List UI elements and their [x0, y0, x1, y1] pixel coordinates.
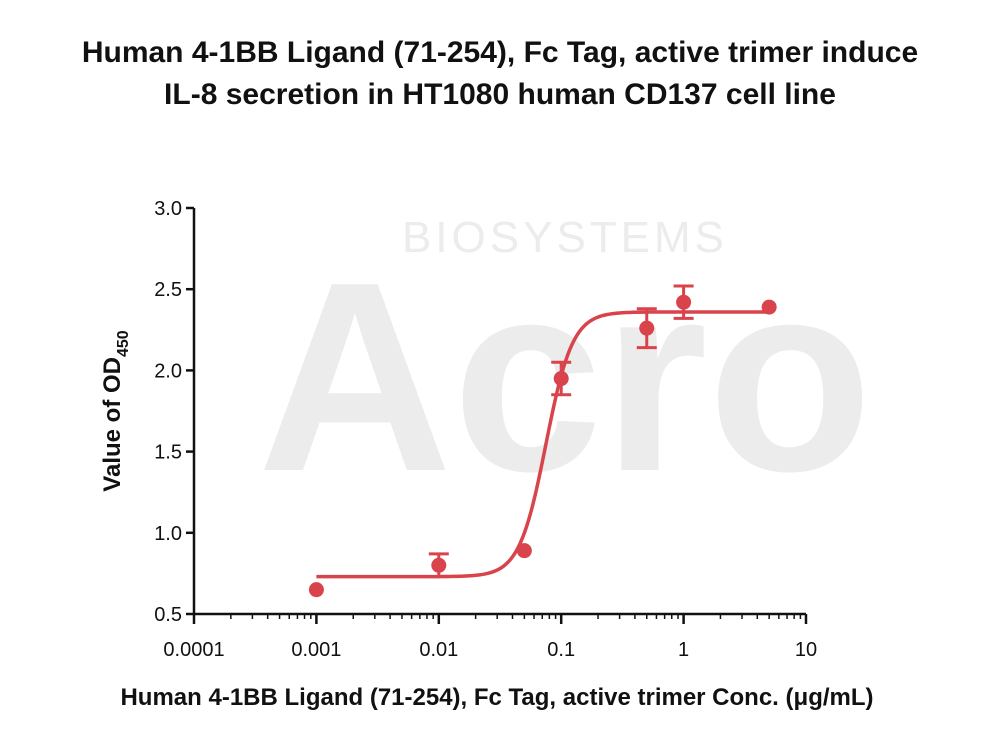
- axes: [192, 208, 806, 616]
- x-tick-label: 10: [795, 639, 817, 661]
- x-ticks: 0.0001 0.001 0.01 0.1 1 10: [163, 614, 817, 661]
- y-axis-title-main: Value of OD: [99, 357, 126, 492]
- error-bars: [428, 284, 694, 579]
- y-tick-label: 2.0: [154, 360, 182, 382]
- y-tick-label: 1.0: [154, 523, 182, 545]
- y-axis-title-subscript: 450: [115, 330, 132, 357]
- watermark-biosystems: BIOSYSTEMS: [402, 213, 728, 262]
- y-tick-label: 3.0: [154, 198, 182, 220]
- x-tick-label: 1: [678, 639, 689, 661]
- data-point: [308, 582, 324, 598]
- x-tick-label: 0.001: [291, 639, 341, 661]
- data-point: [639, 320, 655, 336]
- data-point: [761, 299, 777, 315]
- y-tick-label: 1.5: [154, 442, 182, 464]
- data-point: [676, 294, 692, 310]
- x-axis-title: Human 4-1BB Ligand (71-254), Fc Tag, act…: [120, 684, 873, 711]
- y-tick-label: 2.5: [154, 279, 182, 301]
- y-tick-label: 0.5: [154, 604, 182, 626]
- chart-title-line-1: Human 4-1BB Ligand (71-254), Fc Tag, act…: [81, 36, 919, 69]
- svg-text:Value of OD450: Value of OD450: [99, 330, 132, 492]
- chart-title: Human 4-1BB Ligand (71-254), Fc Tag, act…: [0, 32, 1000, 116]
- x-tick-label: 0.1: [547, 639, 575, 661]
- y-ticks: 0.5 1.0 1.5 2.0 2.5 3.0: [154, 198, 194, 626]
- data-point: [553, 371, 569, 387]
- fit-curves: [316, 310, 770, 579]
- x-tick-label: 0.0001: [163, 639, 224, 661]
- y-axis-title: Value of OD450: [99, 330, 132, 492]
- data-points: [308, 294, 777, 598]
- data-point: [516, 543, 532, 559]
- fit-curve: [316, 310, 770, 579]
- data-point: [431, 557, 447, 573]
- x-tick-label: 0.01: [419, 639, 458, 661]
- chart-title-line-2: IL-8 secretion in HT1080 human CD137 cel…: [164, 78, 836, 111]
